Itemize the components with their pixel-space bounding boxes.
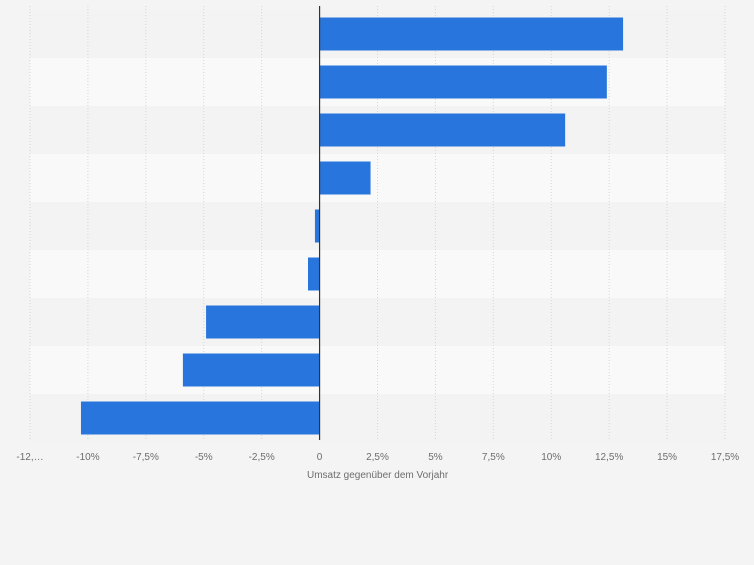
x-tick-label: 2,5% xyxy=(366,452,389,463)
x-axis-label: Umsatz gegenüber dem Vorjahr xyxy=(307,470,449,481)
x-tick-label: 15% xyxy=(657,452,677,463)
bar xyxy=(319,161,371,195)
x-tick-label: 10% xyxy=(541,452,561,463)
x-tick-label: -7,5% xyxy=(133,452,159,463)
x-tick-label: 12,5% xyxy=(595,452,623,463)
bars xyxy=(80,17,624,435)
x-tick-label: 0 xyxy=(317,452,323,463)
bar xyxy=(319,17,624,51)
bar xyxy=(308,257,320,291)
x-tick-label: 5% xyxy=(428,452,443,463)
x-tick-label: 17,5% xyxy=(711,452,739,463)
bar xyxy=(182,353,320,387)
bar xyxy=(206,305,320,339)
bar xyxy=(319,65,607,99)
bar xyxy=(319,113,566,147)
x-tick-label: -10% xyxy=(76,452,99,463)
bar xyxy=(314,209,320,243)
x-tick-labels: -12,… -10% -7,5% -5% -2,5% 0 2,5% 5% 7,5% 10% 12,5… xyxy=(16,452,739,463)
x-tick-label: 7,5% xyxy=(482,452,505,463)
x-tick-label: -12,… xyxy=(16,452,43,463)
bar xyxy=(80,401,320,435)
x-tick-label: -5% xyxy=(195,452,213,463)
x-tick-label: -2,5% xyxy=(249,452,275,463)
